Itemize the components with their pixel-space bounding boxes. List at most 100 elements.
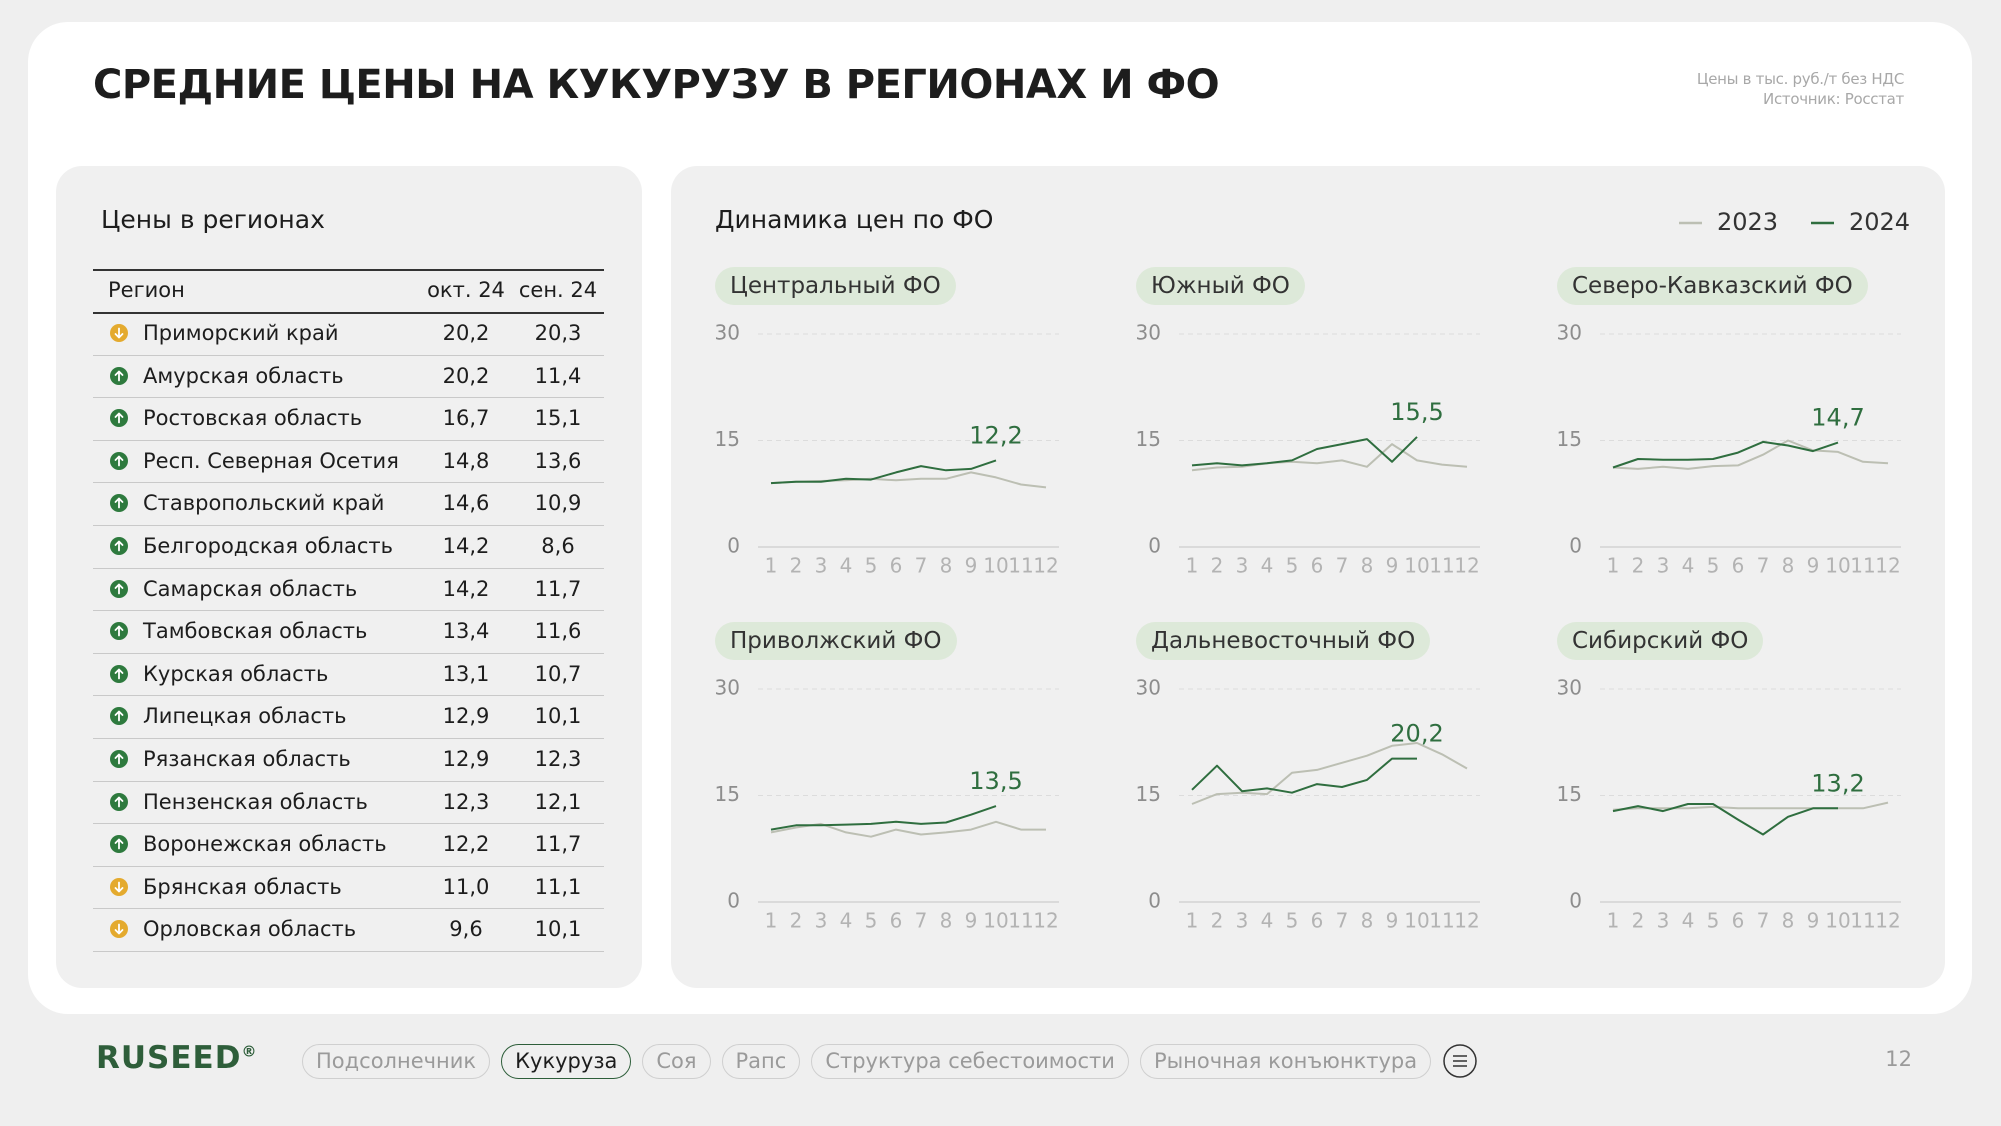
x-tick-label: 7 (915, 554, 928, 578)
series-line (770, 459, 997, 485)
nav-tab[interactable]: Рыночная конъюнктура (1139, 1043, 1432, 1079)
logo-text: RUSEED (96, 1040, 242, 1076)
nav-tab[interactable]: Рапс (721, 1043, 801, 1079)
x-tick-label: 4 (1682, 909, 1695, 933)
price-sep: 10,1 (534, 917, 582, 942)
price-sep: 11,6 (534, 619, 582, 644)
y-tick-label: 15 (1136, 427, 1161, 451)
logo: RUSEED® (96, 1040, 257, 1076)
x-tick-label: 6 (1311, 554, 1324, 578)
nav-tab[interactable]: Структура себестоимости (811, 1043, 1129, 1079)
price-oct: 12,2 (442, 832, 490, 857)
x-tick-label: 4 (1682, 554, 1695, 578)
row-rule (93, 823, 604, 825)
series-line (1191, 443, 1468, 472)
value-label: 15,5 (1390, 398, 1443, 426)
page-title: СРЕДНИЕ ЦЕНЫ НА КУКУРУЗУ В РЕГИОНАХ И ФО (93, 62, 1220, 108)
value-label: 20,2 (1390, 720, 1443, 748)
x-tick-label: 5 (1286, 909, 1299, 933)
x-tick-label: 9 (965, 554, 978, 578)
nav-tab[interactable]: Кукуруза (501, 1043, 632, 1079)
trend-arrow (114, 625, 124, 637)
legend-label: 2023 (1717, 208, 1778, 236)
price-oct: 14,2 (442, 576, 490, 601)
x-tick-label: 3 (1657, 554, 1670, 578)
trend-arrow (114, 412, 124, 424)
trend-icon (110, 537, 128, 555)
row-rule (93, 652, 604, 654)
trend-arrow (114, 370, 124, 381)
row-rule (93, 780, 604, 782)
y-tick-label: 15 (715, 782, 740, 806)
y-tick-label: 0 (1569, 534, 1582, 558)
table-top-rule (93, 269, 604, 271)
row-rule (93, 865, 604, 867)
column-header: Регион (108, 278, 185, 302)
y-tick-label: 15 (715, 427, 740, 451)
region-name: Липецкая область (143, 704, 347, 729)
table-panel (56, 166, 642, 988)
price-oct: 11,0 (442, 874, 490, 899)
x-tick-label: 7 (1336, 554, 1349, 578)
table-title: Цены в регионах (101, 205, 325, 234)
x-tick-label: 1 (765, 554, 778, 578)
trend-arrow (114, 668, 124, 680)
row-rule (93, 482, 604, 484)
x-tick-label: 7 (915, 909, 928, 933)
x-tick-label: 2 (790, 554, 803, 578)
trend-arrow (114, 753, 124, 765)
x-tick-label: 2 (1211, 909, 1224, 933)
price-sep: 15,1 (534, 406, 582, 431)
series-line (1191, 436, 1418, 467)
x-tick-label: 12 (1875, 909, 1900, 933)
region-name: Амурская область (143, 363, 344, 388)
trend-icon (110, 920, 128, 939)
x-tick-label: 2 (790, 909, 803, 933)
y-tick-label: 30 (1136, 321, 1161, 345)
chart-title: Приволжский ФО (715, 622, 957, 660)
x-tick-label: 8 (1361, 554, 1374, 578)
row-rule (93, 567, 604, 569)
price-sep: 11,1 (534, 874, 582, 899)
row-rule (93, 525, 604, 526)
series-line (1612, 440, 1839, 469)
x-tick-label: 12 (1454, 554, 1479, 578)
x-tick-label: 8 (1361, 909, 1374, 933)
y-tick-label: 30 (1136, 676, 1161, 700)
x-tick-label: 7 (1757, 909, 1770, 933)
trend-icon (110, 664, 128, 683)
series-line (1612, 801, 1889, 811)
nav-tab[interactable]: Подсолнечник (302, 1043, 491, 1079)
x-tick-label: 1 (765, 909, 778, 933)
x-tick-label: 3 (1236, 909, 1249, 933)
x-tick-label: 11 (1008, 554, 1033, 578)
x-tick-label: 6 (1732, 554, 1745, 578)
y-tick-label: 30 (715, 676, 740, 700)
menu-button[interactable] (1442, 1043, 1478, 1079)
x-tick-label: 2 (1211, 554, 1224, 578)
trend-icon (110, 366, 128, 385)
trend-icon (110, 622, 128, 641)
value-label: 14,7 (1811, 404, 1864, 432)
region-name: Белгородская область (143, 534, 393, 558)
price-oct: 16,7 (442, 406, 490, 431)
price-sep: 10,7 (534, 661, 582, 686)
price-oct: 20,2 (442, 321, 490, 345)
x-tick-label: 1 (1186, 909, 1199, 933)
nav-tab[interactable]: Соя (642, 1043, 711, 1079)
price-oct: 14,2 (442, 534, 490, 558)
x-tick-label: 8 (940, 909, 953, 933)
x-tick-label: 11 (1429, 554, 1454, 578)
x-tick-label: 1 (1607, 554, 1620, 578)
region-name: Брянская область (143, 874, 342, 899)
x-tick-label: 8 (940, 554, 953, 578)
x-tick-label: 6 (890, 554, 903, 578)
price-sep: 8,6 (541, 534, 575, 558)
trend-icon (110, 409, 128, 428)
trend-arrow (114, 710, 124, 722)
region-name: Тамбовская область (143, 619, 368, 644)
value-label: 13,2 (1811, 769, 1864, 797)
x-tick-label: 12 (1875, 554, 1900, 578)
